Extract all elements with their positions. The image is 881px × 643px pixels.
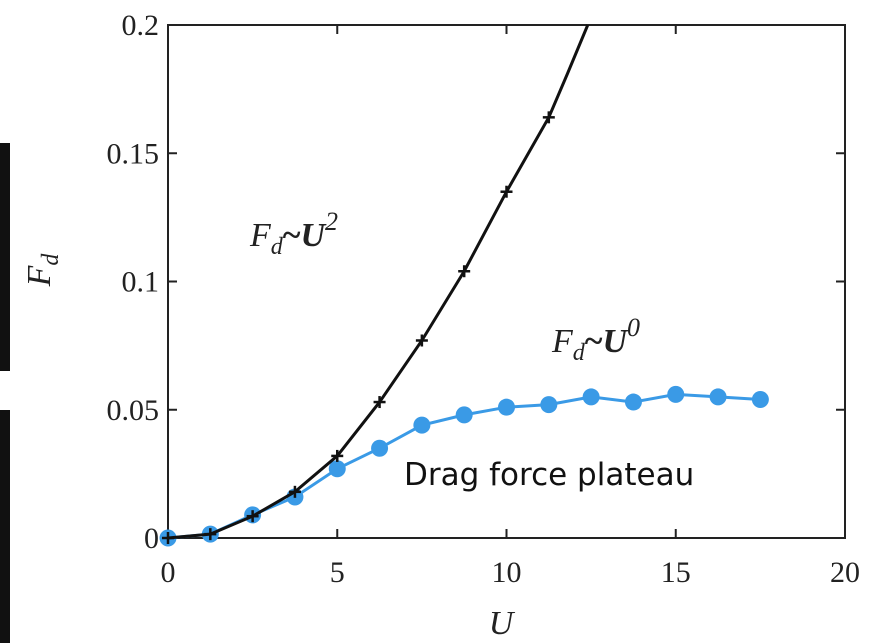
series-plateau-point [709, 388, 727, 406]
annotation-constant-power-base: U [602, 323, 629, 360]
x-axis-title: U [489, 605, 516, 642]
series-quadratic-point [500, 185, 513, 198]
y-axis-title: Fd [21, 253, 64, 288]
annotation-constant-exponent: 0 [627, 313, 640, 342]
annotation-constant-sub: d [573, 340, 586, 366]
x-tick-label: 10 [492, 556, 522, 589]
annotation-quadratic-rel: ~ [283, 217, 301, 254]
annotation-quadratic-power-base: U [300, 217, 327, 254]
y-tick-label: 0.2 [122, 9, 160, 42]
annotation-constant-rel: ~ [585, 323, 603, 360]
series-plateau-point [624, 393, 642, 411]
series-quadratic-point [458, 265, 471, 278]
series-plateau-point [751, 390, 769, 408]
y-tick-label: 0.1 [122, 266, 160, 299]
x-tick-label: 15 [661, 556, 691, 589]
series-quadratic-point [162, 532, 174, 544]
series-plateau-point [498, 398, 515, 416]
series-plateau-point [582, 388, 600, 406]
x-tick-label: 5 [330, 556, 345, 589]
annotation-quadratic-scaling: Fd~U2 [249, 207, 338, 260]
y-axis-title-base: F [21, 264, 58, 287]
y-tick-label: 0.05 [107, 394, 160, 427]
annotation-quadratic-exponent: 2 [325, 207, 338, 236]
series-plateau-point [455, 406, 473, 424]
y-tick-label: 0 [144, 522, 159, 555]
series-plateau-point [667, 385, 685, 403]
x-tick-label: 0 [161, 556, 176, 589]
series-quadratic-point [331, 449, 344, 462]
series-plateau-point [540, 396, 558, 414]
annotation-plateau-label: Drag force plateau [404, 457, 694, 493]
series-quadratic-point [542, 111, 555, 124]
left-edge-bar-top [0, 143, 10, 371]
series-quadratic-point [246, 510, 259, 523]
series-plateau-point [413, 416, 431, 434]
annotation-constant-scaling: Fd~U0 [551, 313, 640, 366]
series-quadratic-point [288, 485, 301, 498]
y-axis-title-sub: d [38, 253, 64, 266]
series-plateau-point [328, 460, 346, 478]
y-tick-label: 0.15 [107, 137, 160, 170]
annotation-constant-base: F [551, 323, 574, 360]
series-quadratic-point [415, 334, 428, 347]
annotation-quadratic-base: F [249, 217, 272, 254]
series-quadratic-point [204, 528, 217, 541]
series-quadratic-point [373, 396, 386, 409]
x-tick-label: 20 [830, 556, 860, 589]
series-plateau-point [371, 439, 389, 457]
series-layer [159, 24, 769, 547]
annotation-quadratic-sub: d [271, 234, 284, 260]
left-edge-bar-bottom [0, 410, 10, 643]
series-quadratic-line [167, 24, 590, 540]
